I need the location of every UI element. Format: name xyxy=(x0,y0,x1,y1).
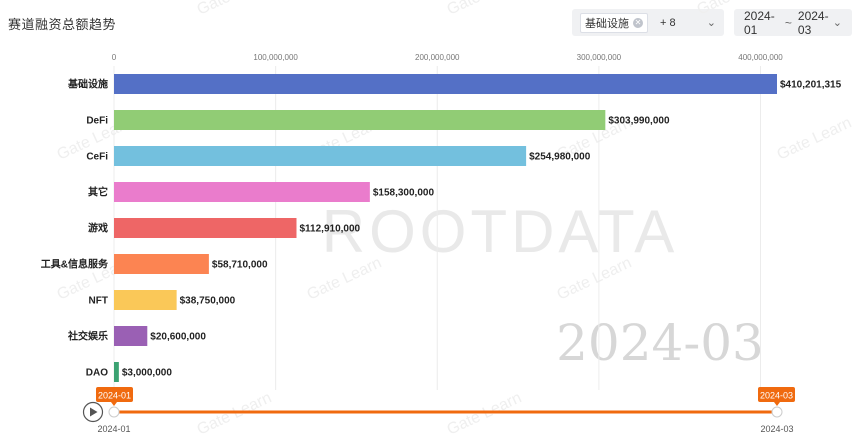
bar xyxy=(114,110,606,130)
category-label: CeFi xyxy=(86,152,108,163)
value-label: $58,710,000 xyxy=(212,260,268,271)
start-flag-pointer xyxy=(111,402,117,406)
category-label: 社交娱乐 xyxy=(67,330,108,343)
bar xyxy=(114,362,119,382)
start-flag xyxy=(96,387,133,402)
bar xyxy=(114,254,209,274)
bar xyxy=(114,74,777,94)
category-tag-label: 基础设施 xyxy=(585,17,629,30)
timeline[interactable]: 2024-01 2024-03 2024-01 2024-03 xyxy=(82,387,796,434)
category-filter[interactable]: 基础设施 ✕ + 8 ⌄ xyxy=(572,9,724,36)
chevron-down-icon[interactable]: ⌄ xyxy=(706,17,716,29)
category-label: DAO xyxy=(86,368,108,379)
watermark-brand: ROOTDATA xyxy=(322,198,678,265)
value-label: $254,980,000 xyxy=(529,152,591,163)
date-range-filter[interactable]: 2024-01 ~ 2024-03 ⌄ xyxy=(734,8,852,37)
x-axis-ticks: 0 100,000,000 200,000,000 300,000,000 400,00… xyxy=(112,53,784,62)
end-handle[interactable] xyxy=(771,406,783,418)
value-label: $20,600,000 xyxy=(150,332,206,343)
x-tick-label: 100,000,000 xyxy=(253,53,298,62)
end-flag-pointer xyxy=(774,402,780,406)
start-flag-label: 2024-01 xyxy=(98,391,131,401)
timeline-end-label: 2024-03 xyxy=(760,424,793,434)
bar xyxy=(114,218,297,238)
category-label: 基础设施 xyxy=(67,78,108,91)
value-label: $112,910,000 xyxy=(299,224,360,235)
chevron-down-icon[interactable]: ⌄ xyxy=(832,17,842,29)
timeline-start-label: 2024-01 xyxy=(97,424,130,434)
bar xyxy=(114,146,527,166)
date-separator: ~ xyxy=(784,15,792,30)
bar xyxy=(114,290,177,310)
value-label: $158,300,000 xyxy=(373,188,435,199)
chart-title: 赛道融资总额趋势 xyxy=(8,17,117,32)
x-tick-label: 0 xyxy=(112,53,117,62)
category-tag[interactable]: 基础设施 ✕ xyxy=(580,12,648,33)
watermark-tile: Gate Learn xyxy=(695,0,775,19)
value-label: $38,750,000 xyxy=(180,296,236,307)
value-label: $3,000,000 xyxy=(122,368,172,379)
play-icon xyxy=(90,407,98,417)
date-end: 2024-03 xyxy=(797,8,829,37)
category-label: NFT xyxy=(89,296,108,307)
remove-tag-icon[interactable]: ✕ xyxy=(633,17,643,28)
start-handle[interactable] xyxy=(108,406,120,418)
category-label: 工具&信息服务 xyxy=(41,258,109,271)
watermark-period: 2024-03 xyxy=(556,314,764,372)
category-label: 其它 xyxy=(88,186,108,199)
watermark-tile: Gate Learn xyxy=(195,0,275,19)
value-label: $410,201,315 xyxy=(780,80,842,91)
bar xyxy=(114,182,370,202)
more-categories-count: + 8 xyxy=(660,16,676,29)
bars xyxy=(114,74,777,382)
x-tick-label: 200,000,000 xyxy=(415,53,460,62)
watermark-tile: Gate Learn xyxy=(775,114,855,163)
value-labels: $410,201,315 $303,990,000 $254,980,000 $158… xyxy=(122,80,842,379)
x-tick-label: 300,000,000 xyxy=(577,53,622,62)
category-label: DeFi xyxy=(86,116,108,127)
category-label: 游戏 xyxy=(88,222,108,235)
watermark-tile: Gate Learn xyxy=(445,389,525,438)
bar xyxy=(114,326,148,346)
end-flag xyxy=(758,387,795,402)
x-tick-label: 400,000,000 xyxy=(738,53,783,62)
watermark-tile: Gate Learn xyxy=(195,389,275,438)
date-start: 2024-01 xyxy=(744,8,775,37)
value-label: $303,990,000 xyxy=(608,116,670,127)
end-flag-label: 2024-03 xyxy=(760,391,793,401)
watermark-tile: Gate Learn xyxy=(445,0,525,19)
